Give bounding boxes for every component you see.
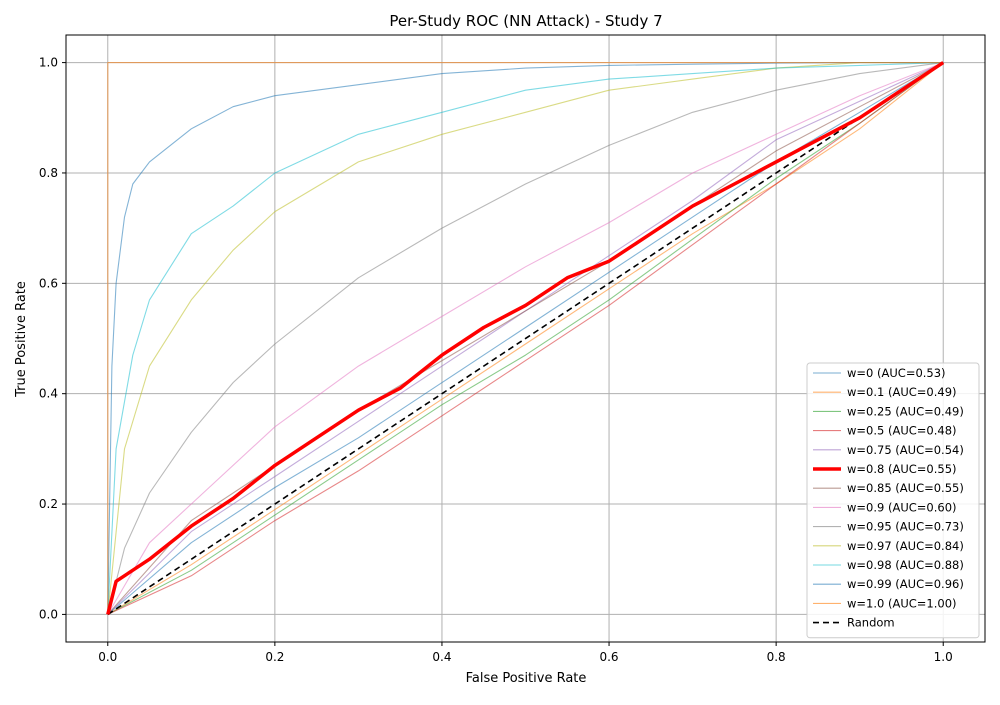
- series-line-6: [107, 62, 944, 615]
- series-line-1: [107, 62, 944, 615]
- y-tick-label: 0.0: [39, 607, 58, 621]
- series-line-3: [107, 62, 944, 615]
- x-tick-label: 0.8: [767, 650, 786, 664]
- legend-label: w=0.95 (AUC=0.73): [847, 520, 964, 534]
- y-tick-label: 0.8: [39, 166, 58, 180]
- legend-label: w=0.9 (AUC=0.60): [847, 500, 957, 514]
- legend-label: w=0.97 (AUC=0.84): [847, 539, 964, 553]
- chart-title: Per-Study ROC (NN Attack) - Study 7: [389, 12, 662, 30]
- y-tick-label: 1.0: [39, 56, 58, 70]
- series-line-2: [107, 62, 944, 615]
- series-lines: [106, 61, 945, 616]
- series-line-13: [107, 61, 944, 616]
- axis-ticks: 0.0 0.2 0.4 0.6 0.8 1.0 0.0 0.2 0.4 0.6 0.8 1.0: [39, 56, 953, 664]
- legend-label: w=0.85 (AUC=0.55): [847, 481, 964, 495]
- series-line-11: [107, 62, 944, 615]
- series-line-10: [107, 62, 944, 615]
- legend-label: Random: [847, 616, 895, 630]
- y-tick-label: 0.4: [39, 387, 58, 401]
- y-axis-label: True Positive Rate: [14, 281, 29, 398]
- x-tick-label: 0.4: [432, 650, 451, 664]
- series-line-7: [107, 62, 944, 615]
- legend-label: w=0.8 (AUC=0.55): [847, 462, 957, 476]
- legend-label: w=0.5 (AUC=0.48): [847, 424, 957, 438]
- legend-label: w=0.75 (AUC=0.54): [847, 443, 964, 457]
- y-tick-label: 0.2: [39, 497, 58, 511]
- x-tick-label: 0.6: [599, 650, 618, 664]
- legend-label: w=0.99 (AUC=0.96): [847, 577, 964, 591]
- x-tick-label: 1.0: [934, 650, 953, 664]
- legend-label: w=0 (AUC=0.53): [847, 366, 946, 380]
- series-line-9: [107, 62, 944, 615]
- series-line-5: [106, 61, 945, 615]
- grid-lines: [66, 35, 985, 642]
- legend-box: [806, 362, 980, 639]
- legend: w=0 (AUC=0.53) w=0.1 (AUC=0.49) w=0.25 (AU…: [806, 362, 980, 639]
- legend-label: w=0.1 (AUC=0.49): [847, 385, 957, 399]
- legend-label: w=0.98 (AUC=0.88): [847, 558, 964, 572]
- x-tick-label: 0.2: [265, 650, 284, 664]
- legend-label: w=1.0 (AUC=1.00): [847, 596, 957, 610]
- y-tick-label: 0.6: [39, 276, 58, 290]
- x-axis-label: False Positive Rate: [466, 671, 587, 686]
- series-line-8: [107, 62, 944, 615]
- series-line-12: [107, 62, 944, 615]
- plot-frame: [65, 34, 986, 643]
- x-tick-label: 0.0: [98, 650, 117, 664]
- legend-label: w=0.25 (AUC=0.49): [847, 404, 964, 418]
